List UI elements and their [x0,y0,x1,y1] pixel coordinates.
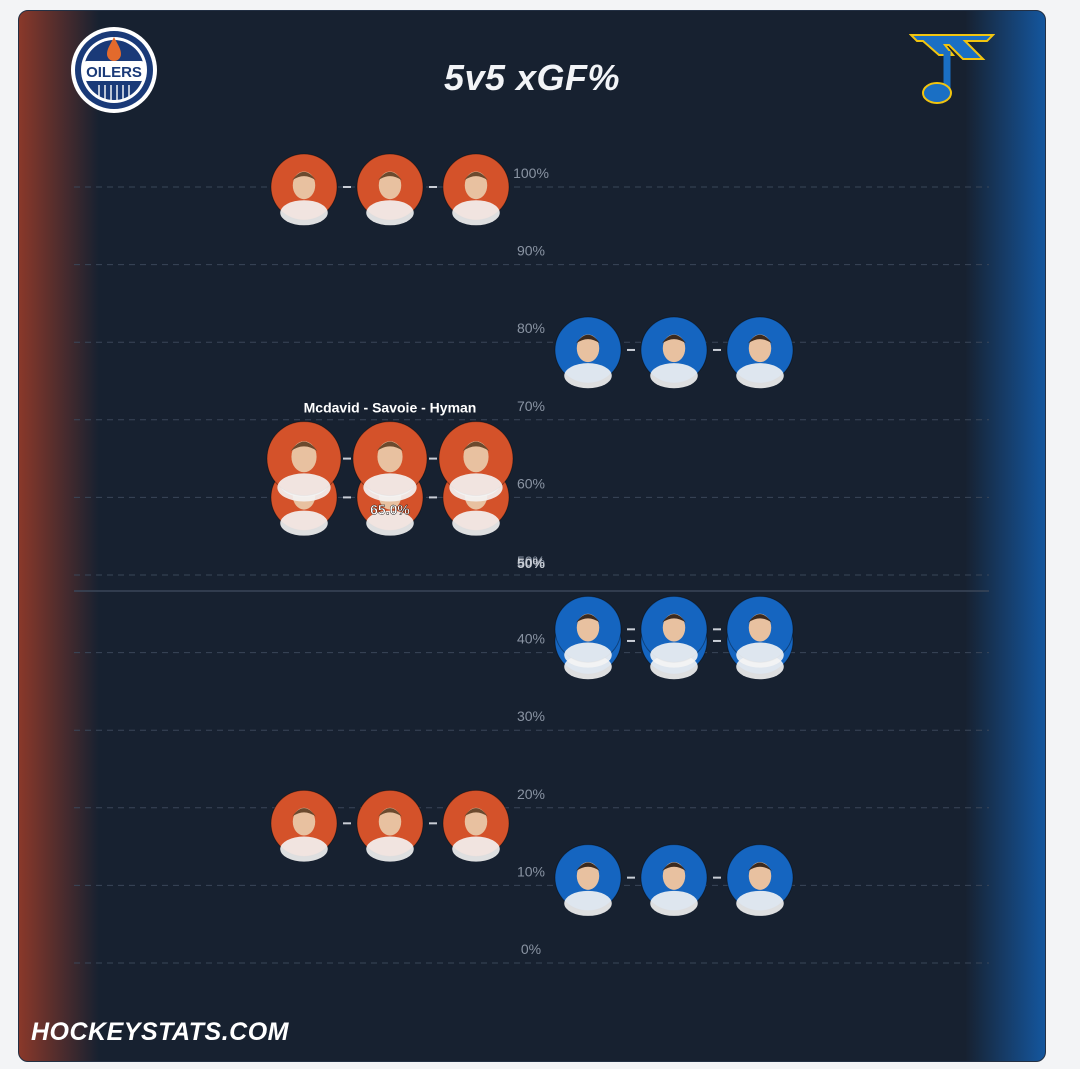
hair-shape [662,614,686,623]
chart-plot: 0%10%20%30%40%50%60%70%80%90%100%50%Mcda… [74,153,989,964]
jersey-shape [564,363,612,389]
face-shape [662,334,686,363]
jersey-shape [452,200,500,226]
face-shape [291,441,317,473]
hair-shape [748,334,772,344]
chart-card: OILERS 5v5 xGF% 0% 10% 20% 30% 40% 50% 60% 70% 8… [18,10,1046,1062]
y-tick-label: 70% [517,398,545,414]
hair-shape [292,808,316,817]
y-tick-label: 40% [517,631,545,647]
jersey-shape [449,473,503,502]
oilers-logo-icon: OILERS [71,27,157,113]
jersey-shape [366,836,414,862]
face-shape [464,171,488,200]
hair-shape [576,614,600,623]
jersey-shape [650,363,698,389]
face-shape [662,862,686,890]
chart-title: 5v5 xGF% [443,57,621,98]
jersey-shape [564,642,612,668]
y-tick-label: 90% [517,243,545,259]
jersey-shape [366,510,414,536]
hair-shape [576,334,600,344]
y-tick-label: 80% [517,320,545,336]
y-tick-label: 10% [517,863,545,879]
face-shape [463,441,489,473]
hair-shape [464,171,488,181]
hover-value-label: 65.0% [370,502,410,518]
face-shape [377,441,403,473]
jersey-shape [650,890,698,916]
midline-label: 50% [517,555,546,571]
left-team-gradient [19,11,99,1061]
y-tick-label: 20% [517,786,545,802]
jersey-shape [280,510,328,536]
hair-shape [376,441,404,452]
hair-shape [748,614,772,623]
jersey-shape [366,200,414,226]
jersey-shape [736,890,784,916]
y-tick-label: 50% [517,553,545,569]
hair-shape [748,862,772,872]
jersey-shape [277,473,331,502]
face-shape [464,807,488,836]
jersey-shape [280,200,328,226]
hover-line-label: Mcdavid - Savoie - Hyman [304,400,477,416]
y-tick-label: 30% [517,708,545,724]
hair-shape [378,808,402,817]
hair-shape [576,862,600,872]
face-shape [576,613,600,642]
hair-shape [462,441,490,452]
face-shape [576,334,600,363]
jersey-shape [650,642,698,668]
jersey-shape [280,836,328,862]
jersey-shape [736,363,784,389]
blues-note-logo-icon [909,34,995,104]
face-shape [748,613,772,642]
hair-shape [292,171,316,181]
face-shape [378,807,402,836]
y-tick-label: 60% [517,475,545,491]
face-shape [292,807,316,836]
jersey-shape [564,890,612,916]
face-shape [748,862,772,890]
jersey-shape [363,473,417,502]
jersey-shape [736,642,784,668]
hair-shape [662,862,686,872]
face-shape [378,171,402,200]
right-team-gradient [965,11,1045,1061]
svg-text:OILERS: OILERS [86,64,142,81]
watermark: HOCKEYSTATS.COM [31,1018,289,1046]
y-tick-label: 100% [513,165,549,181]
y-tick-label: 0% [521,941,541,957]
face-shape [292,171,316,200]
hair-shape [378,171,402,181]
hair-shape [290,441,318,452]
hair-shape [662,334,686,344]
jersey-shape [452,836,500,862]
face-shape [748,334,772,363]
face-shape [662,613,686,642]
jersey-shape [452,510,500,536]
hair-shape [464,808,488,817]
face-shape [576,862,600,890]
